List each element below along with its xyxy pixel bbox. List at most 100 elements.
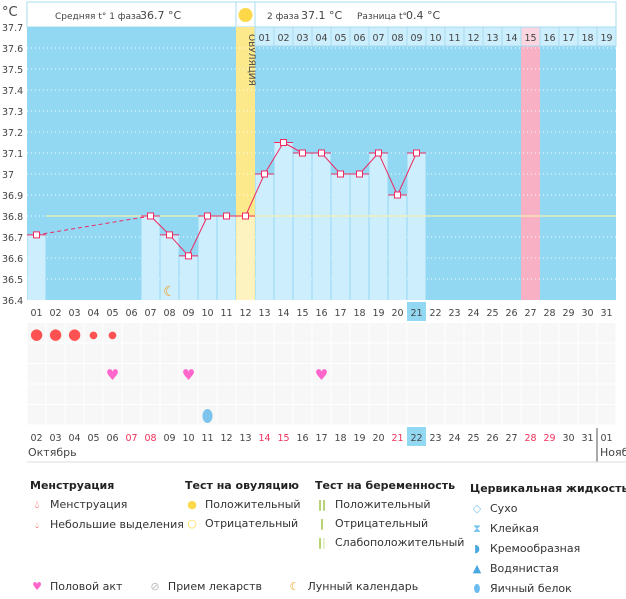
watery-icon: ▲ [472, 562, 482, 575]
event-cell [103, 343, 122, 363]
temperature-point [166, 231, 173, 239]
legend-item: Менструация [50, 498, 128, 511]
event-cell [578, 405, 597, 425]
temperature-point [147, 212, 154, 220]
event-cell [84, 323, 103, 343]
event-cell [502, 323, 521, 343]
event-cell [540, 343, 559, 363]
event-cell [445, 405, 464, 425]
event-cell [559, 384, 578, 404]
event-cell [65, 323, 84, 343]
event-cell [407, 323, 426, 343]
phase2-day-label: 19 [600, 33, 612, 44]
event-cell [350, 384, 369, 404]
date-label: 07 [125, 433, 137, 444]
filled-circle-icon: ● [187, 498, 197, 511]
event-cell [426, 384, 445, 404]
event-cell [122, 384, 141, 404]
event-cell [464, 405, 483, 425]
date-label: 29 [543, 433, 555, 444]
pill-icon: ⊘ [150, 580, 160, 593]
phase2-day-label: 08 [391, 33, 403, 44]
y-tick-label: 36.7 [2, 233, 23, 244]
current-day-highlight [407, 302, 426, 321]
date-label: 24 [448, 433, 460, 444]
date-label: 06 [106, 433, 118, 444]
menstruation-drop-icon: ● [89, 330, 98, 341]
event-cell [122, 405, 141, 425]
phase2-day-label: 17 [562, 33, 574, 44]
date-label: 27 [505, 433, 517, 444]
temperature-point [185, 252, 192, 260]
event-cell [578, 384, 597, 404]
pink-day-column [521, 46, 540, 300]
event-cell [198, 323, 217, 343]
event-cell [103, 405, 122, 425]
event-cell [65, 384, 84, 404]
event-cell [502, 384, 521, 404]
legend-item: Небольшие выделения [50, 518, 184, 531]
event-cell [388, 323, 407, 343]
temperature-bar [312, 153, 331, 300]
legend-item: Половой акт [50, 580, 123, 593]
event-cell [27, 323, 46, 343]
legend-title: Тест на овуляцию [185, 479, 299, 492]
event-cell [407, 343, 426, 363]
event-cell [65, 405, 84, 425]
moon-icon: ☾ [163, 284, 176, 300]
y-tick-label: 36.6 [2, 254, 23, 265]
event-cell [122, 343, 141, 363]
y-tick-label: 37.7 [2, 23, 23, 34]
ovulation-sun-icon [238, 8, 253, 22]
event-cell [293, 343, 312, 363]
phase2-day-label: 10 [429, 33, 441, 44]
cycle-day-label: 13 [258, 308, 270, 319]
event-cell [426, 364, 445, 384]
date-label: 10 [182, 433, 194, 444]
event-cell [483, 343, 502, 363]
event-cell [179, 343, 198, 363]
temperature-line-segment [36, 215, 151, 236]
event-cell [521, 364, 540, 384]
moon-icon: ☾ [289, 580, 300, 593]
event-cell [217, 384, 236, 404]
legend-ovulation-test: Тест на овуляцию ● Положительный ○ Отрицат… [185, 479, 301, 530]
event-cell [141, 343, 160, 363]
event-cell [521, 405, 540, 425]
event-cell [141, 323, 160, 343]
legend-title: Тест на беременность [315, 479, 456, 492]
cycle-day-label: 14 [277, 308, 289, 319]
temperature-bar [198, 216, 217, 300]
legend-item: Водянистая [490, 562, 559, 575]
drop-icon: 💧︎ [34, 498, 40, 511]
event-cell [312, 364, 331, 384]
temperature-point [413, 149, 420, 157]
y-tick-label: 37.4 [2, 86, 23, 97]
event-cell [84, 384, 103, 404]
cycle-day-label: 05 [106, 308, 118, 319]
event-cell [350, 323, 369, 343]
temperature-point [318, 149, 325, 157]
phase2-day-cell [596, 26, 617, 47]
menstruation-drop-icon: ● [108, 330, 117, 341]
cycle-day-label: 27 [524, 308, 536, 319]
event-cell [141, 384, 160, 404]
event-cell [578, 323, 597, 343]
event-cell [27, 343, 46, 363]
temperature-line-segment [245, 173, 265, 217]
cycle-day-label: 12 [239, 308, 251, 319]
egg-white-icon: ⬮ [473, 582, 481, 595]
event-cell [464, 364, 483, 384]
temperature-point [375, 149, 382, 157]
legend-item: Положительный [335, 498, 431, 511]
event-cell [179, 405, 198, 425]
event-cell [445, 364, 464, 384]
date-label: 23 [429, 433, 441, 444]
event-cell [27, 384, 46, 404]
phase2-day-label: 06 [353, 33, 365, 44]
date-label: 05 [87, 433, 99, 444]
event-cell [255, 343, 274, 363]
event-cell [540, 384, 559, 404]
event-cell [464, 323, 483, 343]
phase2-day-label: 11 [448, 33, 460, 44]
